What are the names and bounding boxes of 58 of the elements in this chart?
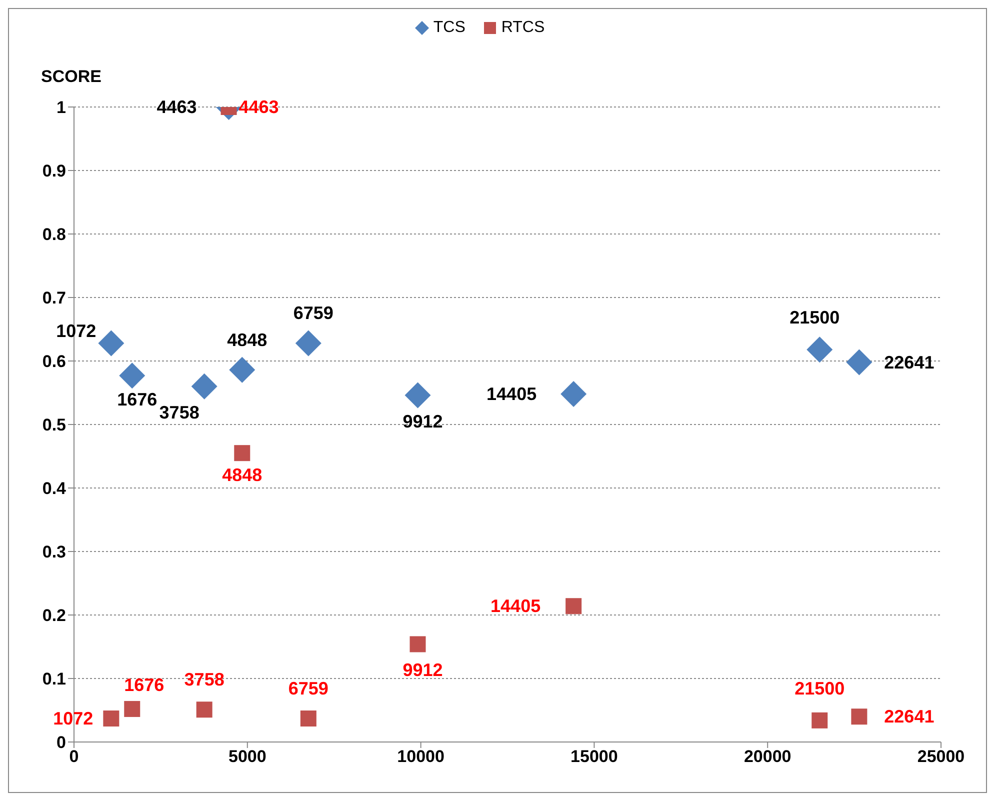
y-tick-label: 0.4 [42,479,67,498]
point [196,702,212,718]
point [103,710,120,727]
point [846,349,872,376]
annotation: 4463 [156,97,197,117]
y-tick-label: 0.9 [42,162,66,181]
point [295,330,322,356]
x-tick-label: 5000 [228,747,266,766]
annotation: 4848 [227,330,268,350]
annotation: 1072 [56,321,96,342]
annotation: 21500 [794,678,845,698]
point [191,373,218,400]
y-tick-label: 0.6 [42,352,66,372]
legend-label: RTCS [501,19,545,37]
annotation: 14405 [490,596,541,616]
y-tick-label: 0.5 [42,416,66,435]
point [229,356,256,383]
legend-label: TCS [433,19,466,37]
point [119,362,146,389]
y-tick-label: 0 [56,733,66,752]
y-tick-label: 0.3 [42,542,66,562]
point [300,710,316,727]
annotation: 3758 [184,670,224,690]
point [410,636,426,652]
annotation: 6759 [288,678,328,699]
y-axis-title: SCORE [41,67,102,87]
y-tick-label: 0.7 [42,288,66,308]
x-tick-label: 10000 [397,747,444,766]
annotation: 14405 [486,384,537,404]
x-tick-label: 15000 [570,747,618,766]
annotation: 21500 [790,308,840,328]
annotation: 4848 [222,465,262,486]
annotation: 3758 [159,402,200,422]
y-tick-label: 0.2 [42,606,66,626]
point [404,382,431,408]
x-tick-label: 0 [69,747,79,766]
point [234,445,250,462]
point [98,330,124,356]
annotation: 4463 [238,97,279,117]
point [806,336,833,363]
annotation: 9912 [402,660,443,680]
annotation: 1676 [124,674,164,695]
point [124,700,140,717]
annotation: 9912 [402,411,443,432]
y-tick-label: 0.8 [42,225,66,244]
annotation: 22641 [884,352,934,372]
annotation: 6759 [293,303,334,324]
point [851,708,868,725]
x-tick-label: 20000 [744,747,792,766]
annotation: 1072 [53,708,94,729]
annotation: 1676 [117,390,158,410]
point [812,712,828,728]
x-tick-label: 25000 [917,747,965,766]
annotation: 22641 [884,706,934,727]
point [560,381,587,408]
point [566,598,582,614]
y-tick-label: 1 [56,98,66,118]
y-tick-label: 0.1 [42,670,66,689]
